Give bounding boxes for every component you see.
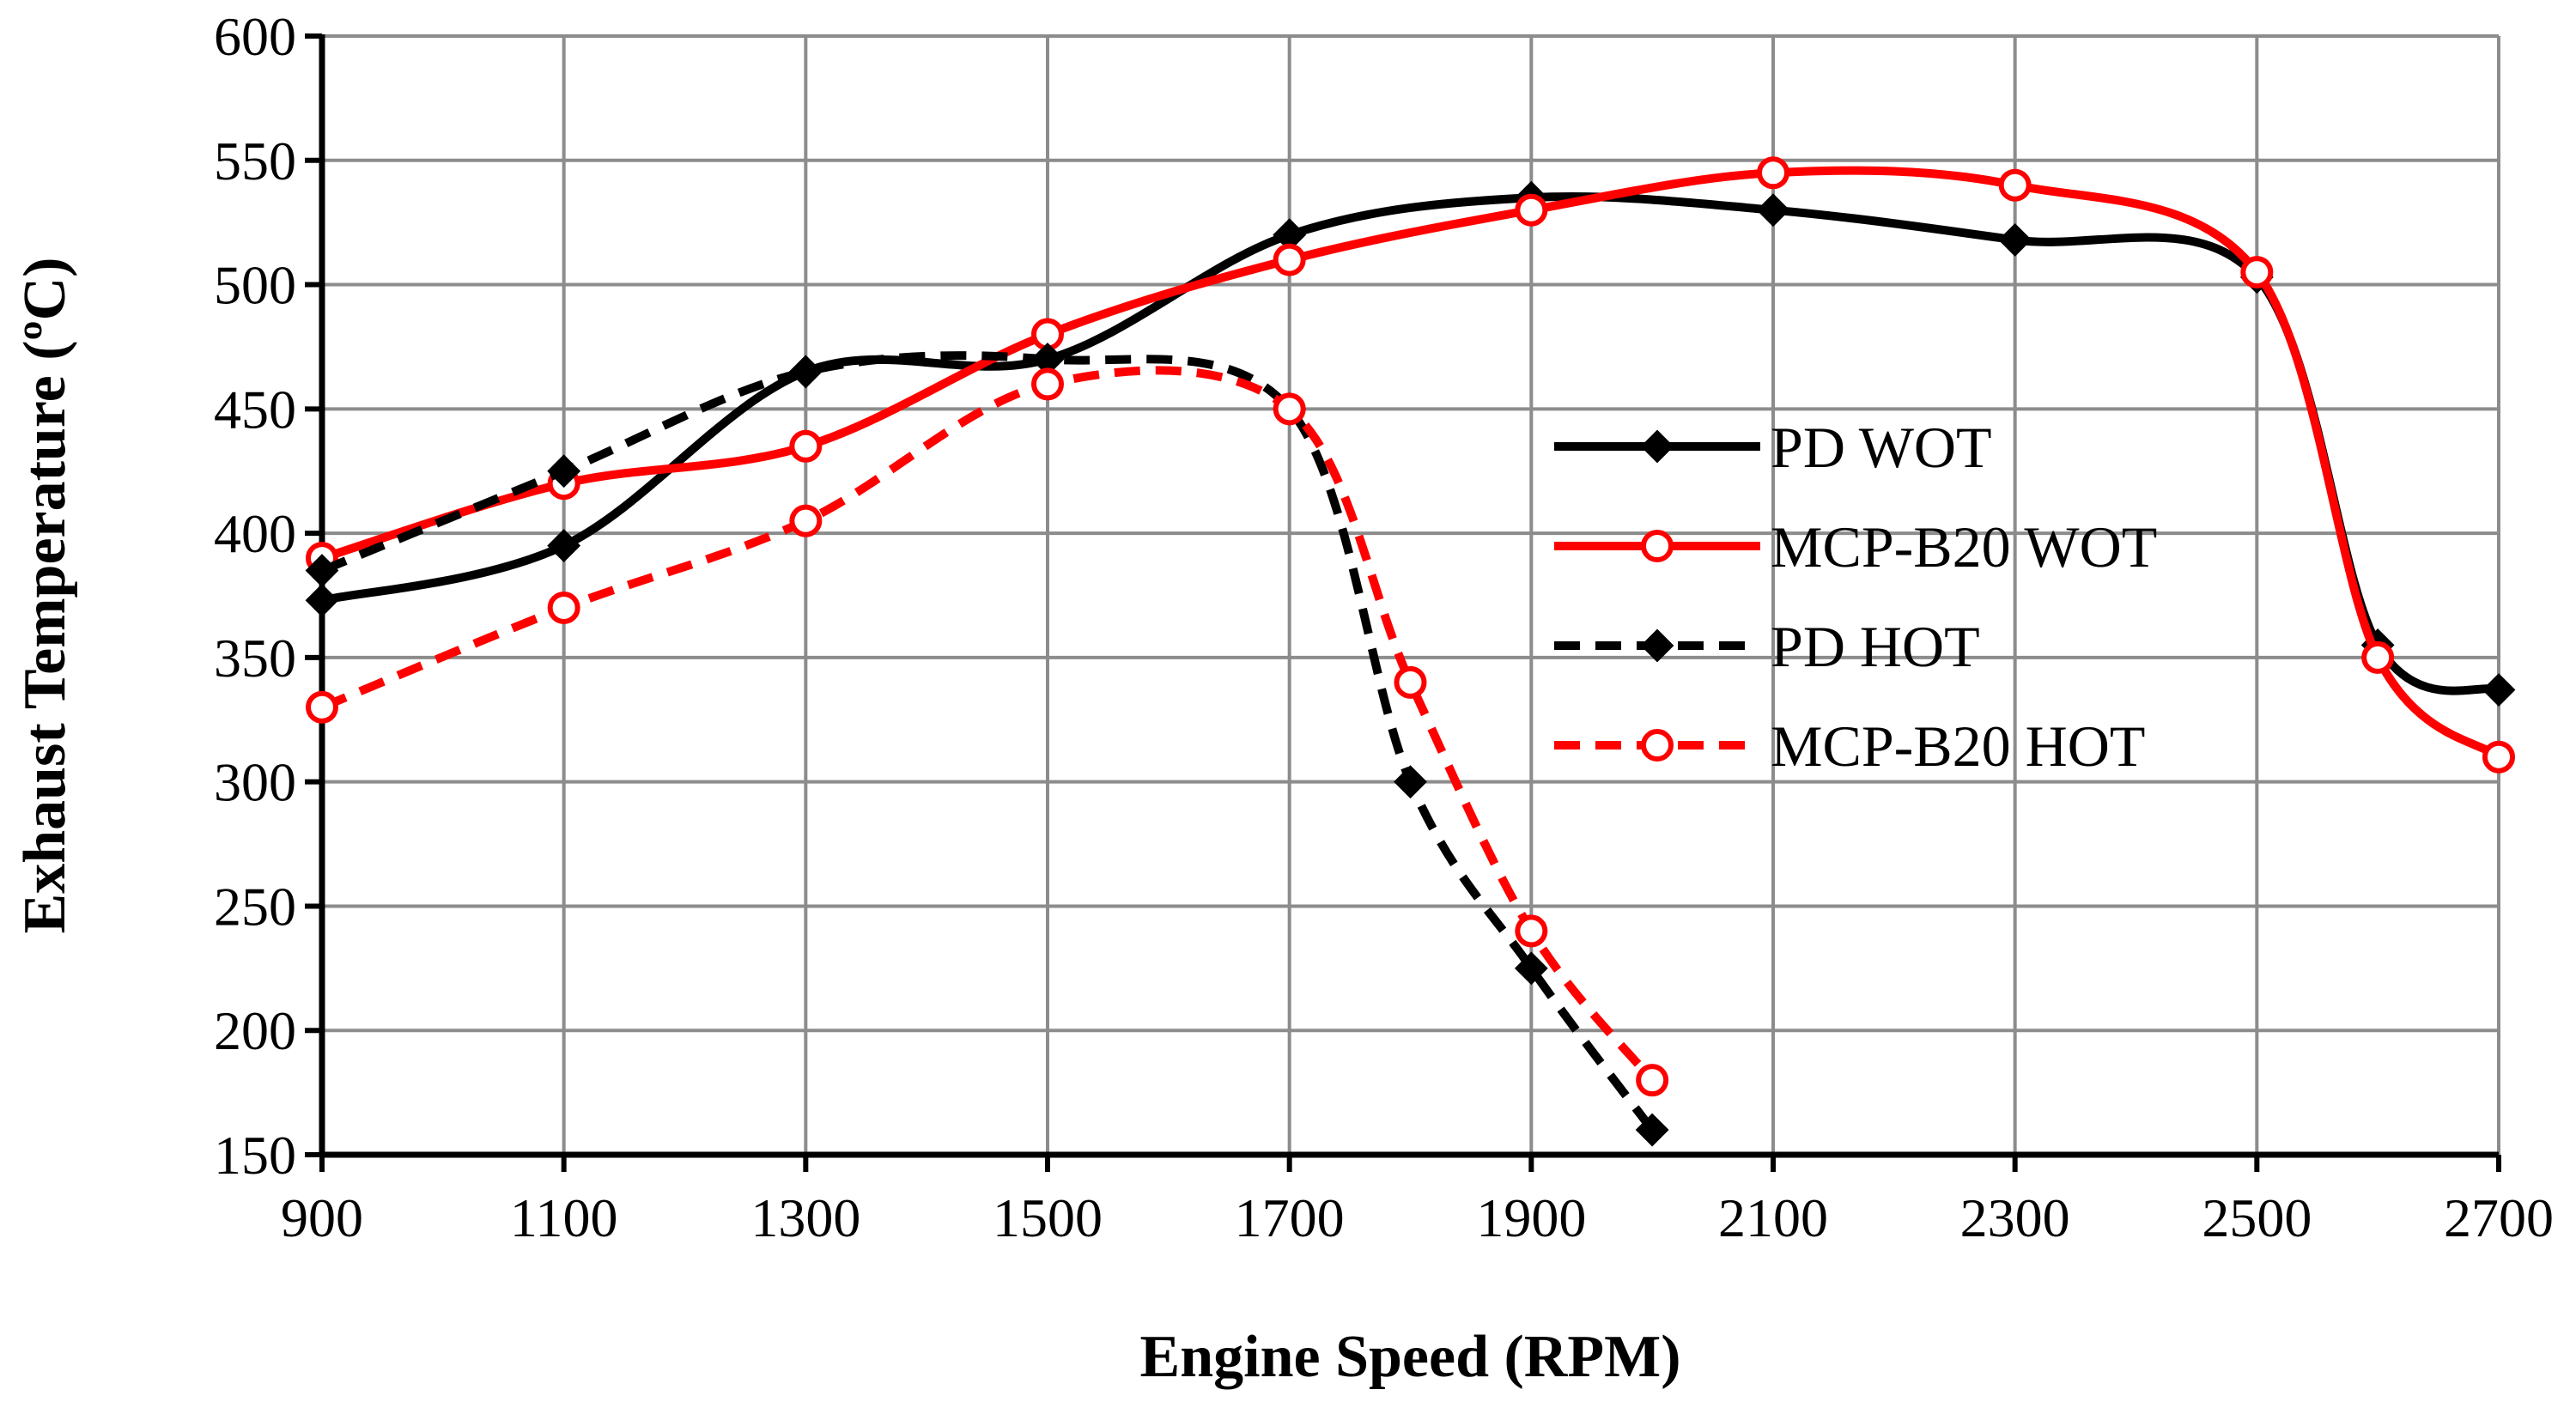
data-point [2482, 673, 2516, 707]
y-tick-label: 350 [214, 628, 296, 689]
data-point [1394, 665, 1427, 699]
series-line [320, 351, 1656, 1133]
data-point [2240, 256, 2274, 289]
y-tick-label: 450 [214, 379, 296, 440]
series-mcp-b20-hot [306, 366, 1669, 1097]
data-point [789, 429, 823, 463]
x-tick-label: 1100 [510, 1187, 618, 1248]
series-pd-wot [305, 180, 2516, 707]
legend-marker [1640, 429, 1674, 464]
data-point [1515, 193, 1548, 227]
legend-entry: PD HOT [1554, 614, 1980, 679]
data-point [306, 690, 338, 724]
x-axis-title: Engine Speed (RPM) [1140, 1324, 1681, 1390]
x-tick-label: 1500 [993, 1187, 1103, 1248]
y-tick-label: 400 [214, 503, 296, 564]
legend-label: MCP-B20 WOT [1771, 514, 2157, 580]
data-point [1273, 243, 1306, 276]
tick-labels: 900 1100 1300 1500 1700 1900 2100 2300 2500 2700 1… [214, 6, 2554, 1248]
y-tick-label: 500 [214, 255, 296, 316]
legend-marker [1640, 628, 1674, 663]
legend-entry: PD WOT [1554, 415, 1992, 480]
data-point [1757, 156, 1789, 190]
legend-label: PD HOT [1771, 614, 1980, 679]
legend-entry: MCP-B20 HOT [1554, 713, 2145, 779]
data-point [1635, 1113, 1669, 1147]
data-point [547, 529, 581, 563]
data-point [1273, 392, 1306, 426]
data-point [1998, 168, 2032, 202]
x-tick-label: 1300 [750, 1187, 860, 1248]
data-point [788, 355, 823, 389]
series-line [320, 192, 2500, 695]
axes [305, 33, 2501, 1172]
legend-entry: MCP-B20 WOT [1554, 514, 2157, 580]
x-tick-label: 2500 [2202, 1187, 2312, 1248]
data-point [1636, 1064, 1669, 1097]
data-point [305, 583, 339, 617]
data-point [1514, 951, 1548, 986]
x-tick-label: 1700 [1235, 1187, 1345, 1248]
y-tick-label: 150 [214, 1125, 296, 1186]
data-point [1394, 765, 1427, 799]
series-line [320, 366, 1656, 1083]
series-group [305, 156, 2516, 1147]
data-point [305, 554, 339, 587]
series-pd-hot [305, 343, 1669, 1147]
legend-label: MCP-B20 HOT [1771, 713, 2145, 779]
data-point [547, 454, 581, 489]
y-tick-label: 200 [214, 1000, 296, 1061]
x-tick-label: 2300 [1960, 1187, 2070, 1248]
data-point [547, 591, 580, 624]
y-tick-label: 300 [214, 752, 296, 813]
x-tick-label: 1900 [1476, 1187, 1586, 1248]
legend-marker [1641, 729, 1674, 762]
legend-marker [1641, 530, 1674, 562]
legend: PD WOT MCP-B20 WOT PD HOT MCP-B20 HOT [1554, 415, 2157, 779]
x-tick-label: 2100 [1718, 1187, 1828, 1248]
x-tick-label: 900 [281, 1187, 363, 1248]
data-point [1998, 223, 2032, 257]
y-axis-title: Exhaust Temperature (ºC) [12, 258, 78, 934]
y-tick-label: 600 [214, 6, 296, 67]
y-tick-label: 550 [214, 130, 296, 191]
x-tick-label: 2700 [2444, 1187, 2554, 1248]
legend-label: PD WOT [1771, 415, 1992, 480]
data-point [1031, 367, 1064, 401]
data-point [789, 504, 823, 537]
data-point [2482, 740, 2515, 774]
data-point [2361, 640, 2395, 674]
data-point [1756, 193, 1790, 228]
y-tick-label: 250 [214, 876, 296, 937]
data-point [1515, 914, 1548, 948]
